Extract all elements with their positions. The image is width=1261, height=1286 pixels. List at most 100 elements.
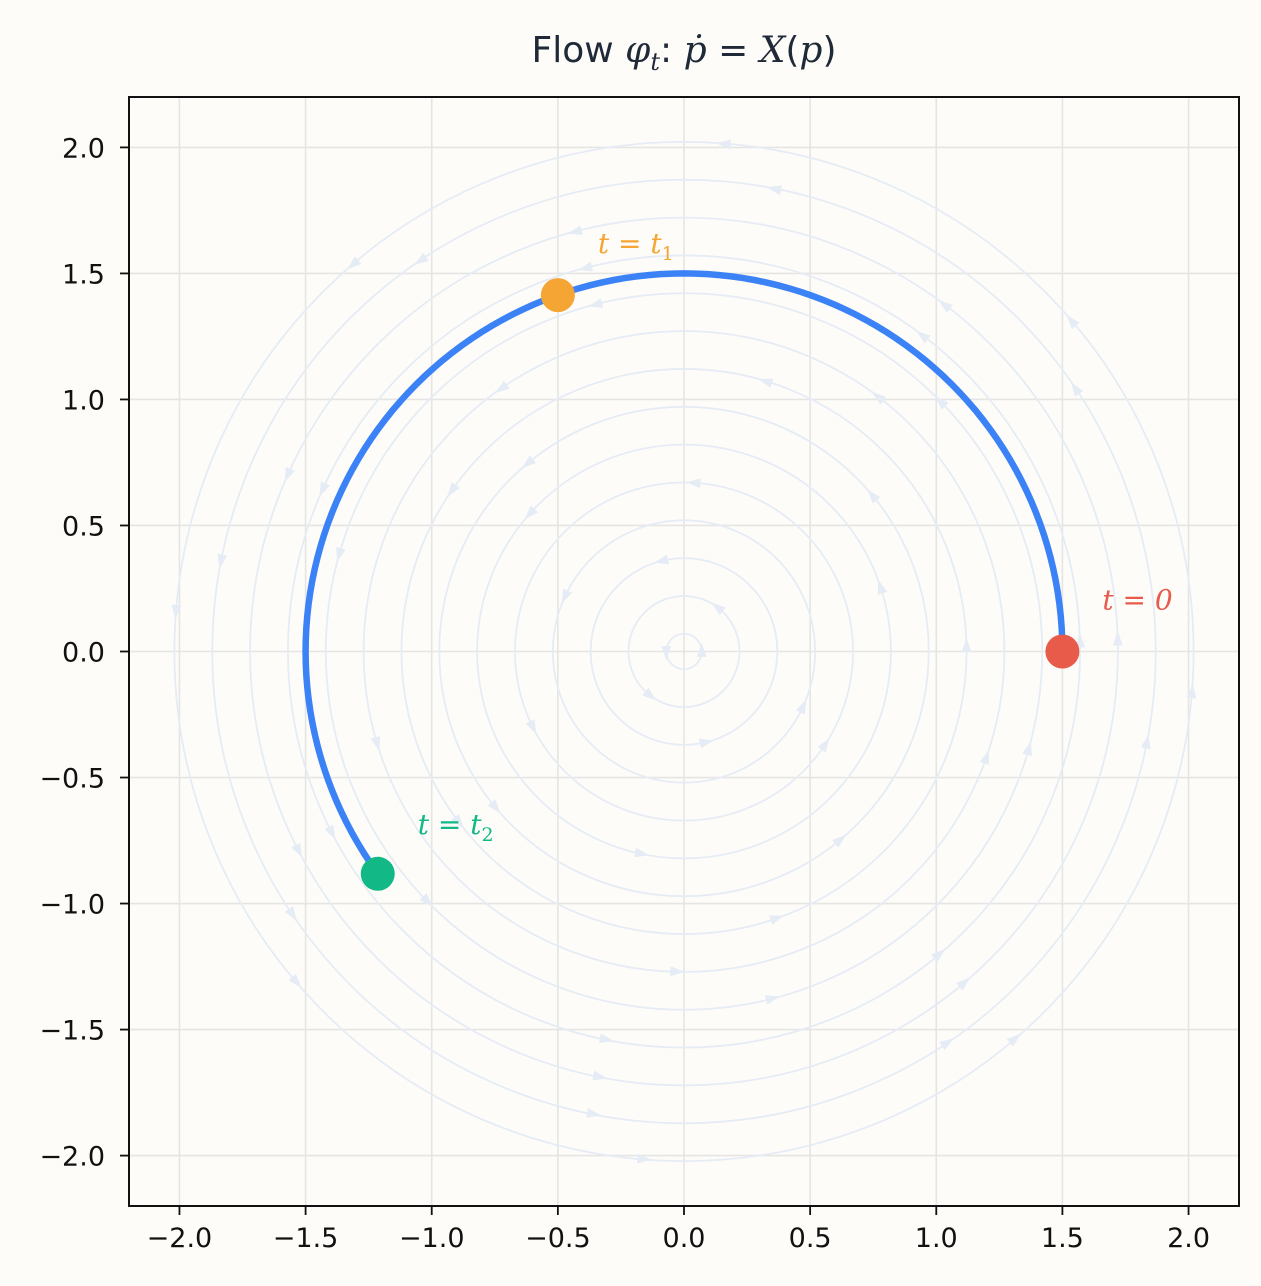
x-tick-label-8: 2.0: [1167, 1223, 1210, 1254]
streamline-arrow-30: [419, 893, 433, 908]
title-colon: :: [660, 30, 684, 71]
streamline-arrow-47: [284, 466, 295, 482]
streamline-arrow-38: [1075, 632, 1086, 648]
streamline-arrow-18: [961, 637, 972, 653]
title-p-dot: ṗ: [684, 30, 707, 71]
title-p: p: [799, 30, 822, 71]
streamline-arrow-1: [661, 646, 672, 661]
streamline-arrow-9: [817, 737, 830, 753]
streamline-arrow-4: [654, 554, 670, 565]
streamline-arrow-43: [956, 977, 971, 991]
streamline-arrow-24: [494, 380, 510, 393]
streamline-10: [287, 254, 1081, 1049]
streamline-12: [211, 178, 1157, 1125]
marker-point-0: [1045, 634, 1080, 669]
marker-point-1: [540, 278, 575, 313]
title-equals: =: [707, 30, 760, 71]
streamline-arrow-37: [930, 949, 946, 963]
streamline-arrow-45: [938, 300, 953, 313]
streamline-arrow-2: [711, 602, 726, 616]
streamline-arrow-0: [696, 642, 707, 657]
streamline-arrow-10: [686, 478, 701, 489]
streamline-group: [171, 139, 1197, 1164]
streamline-arrow-52: [766, 185, 782, 196]
streamline-arrow-44: [1112, 631, 1123, 646]
y-tick-label-0: −2.0: [39, 1142, 105, 1173]
y-tick-label-1: −1.5: [39, 1016, 105, 1047]
streamline-13: [173, 141, 1195, 1162]
x-tick-label-0: −2.0: [147, 1223, 213, 1254]
streamline-arrow-12: [877, 579, 888, 595]
streamline-arrow-29: [336, 546, 346, 563]
streamline-arrow-41: [291, 842, 303, 858]
streamline-arrow-61: [171, 604, 182, 620]
streamline-11: [249, 216, 1119, 1087]
streamline-arrow-50: [1140, 734, 1151, 750]
streamline-4: [514, 481, 854, 822]
x-tick-label-5: 0.5: [789, 1223, 832, 1254]
y-tick-label-4: 0.0: [62, 638, 105, 669]
streamline-arrow-56: [1006, 1033, 1021, 1047]
annotation-2: t = t2: [418, 808, 494, 846]
streamline-arrow-8: [525, 719, 537, 735]
streamline-5: [476, 443, 892, 860]
y-tick-label-6: 1.0: [62, 385, 105, 416]
title-close-paren: ): [822, 30, 836, 71]
streamline-arrow-49: [939, 1038, 954, 1051]
streamline-arrow-22: [769, 915, 785, 925]
chart-title: Flow φt: ṗ = X(p): [532, 30, 837, 76]
streamline-arrow-42: [592, 1070, 608, 1081]
streamline-arrow-19: [758, 378, 774, 388]
marker-layer: t = 0 t = t1 t = t2: [360, 227, 1173, 891]
x-tick-label-1: −1.5: [273, 1223, 339, 1254]
streamline-9: [324, 292, 1044, 1011]
tick-layer: −2.0 −1.5 −1.0 −0.5 0.0 0.5 1.0 1.5 2.0 −2.0 −1.5 −…: [39, 133, 1210, 1254]
streamline-arrow-16: [521, 455, 537, 469]
x-tick-label-3: −0.5: [525, 1223, 591, 1254]
title-open-paren: (: [785, 30, 799, 71]
title-flow: Flow: [532, 30, 626, 71]
streamline-arrow-27: [979, 749, 990, 765]
streamline-arrow-26: [670, 966, 685, 977]
streamline-arrow-59: [716, 139, 732, 150]
streamline-arrow-3: [642, 687, 657, 701]
y-tick-label-8: 2.0: [62, 133, 105, 164]
marker-point-2: [360, 856, 395, 891]
streamline-arrow-62: [288, 973, 302, 989]
x-tick-label-2: −1.0: [399, 1223, 465, 1254]
streamline-arrow-25: [370, 735, 381, 752]
streamlines: [171, 139, 1197, 1164]
streamline-arrow-11: [634, 847, 650, 858]
streamline-arrow-23: [871, 391, 887, 405]
x-tick-label-7: 1.5: [1041, 1223, 1084, 1254]
streamline-arrow-54: [217, 553, 228, 569]
streamline-arrow-6: [561, 588, 573, 604]
streamline-arrow-57: [1186, 683, 1197, 699]
streamline-arrow-5: [698, 738, 714, 749]
streamline-arrow-31: [764, 995, 780, 1005]
title-subscript-t: t: [650, 48, 660, 76]
streamline-arrow-33: [935, 395, 949, 410]
streamline-arrow-20: [447, 482, 460, 497]
streamline-arrow-48: [586, 1107, 602, 1118]
streamline-arrow-40: [577, 261, 594, 272]
streamline-arrow-39: [916, 330, 931, 344]
streamline-arrow-7: [795, 699, 807, 715]
streamline-arrow-36: [598, 1033, 614, 1044]
annotation-1: t = t1: [598, 227, 674, 265]
y-tick-label-2: −1.0: [39, 890, 105, 921]
streamline-arrow-14: [831, 834, 847, 848]
streamline-arrow-15: [867, 489, 881, 504]
streamline-arrow-21: [451, 813, 464, 829]
title-phi: φ: [625, 30, 651, 71]
streamline-arrow-60: [347, 256, 362, 270]
streamline-arrow-28: [588, 298, 604, 308]
streamline-3: [551, 519, 817, 784]
streamline-arrow-51: [1071, 381, 1084, 397]
streamline-arrow-53: [414, 252, 429, 265]
streamline-arrow-55: [284, 906, 297, 922]
x-tick-label-6: 1.0: [915, 1223, 958, 1254]
streamline-arrow-34: [319, 481, 330, 497]
